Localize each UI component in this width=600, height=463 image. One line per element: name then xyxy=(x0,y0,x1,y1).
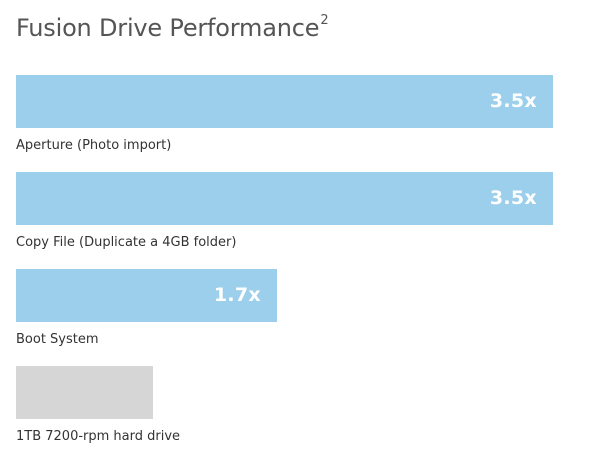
bar-category-label: 1TB 7200-rpm hard drive xyxy=(16,429,181,444)
chart-title-text: Fusion Drive Performance xyxy=(16,14,320,42)
bar-4 xyxy=(16,366,153,419)
chart-title: Fusion Drive Performance2 xyxy=(16,13,329,42)
bar-value-label: 3.5x xyxy=(489,90,537,112)
bar-1: 3.5x xyxy=(16,75,553,128)
bar-value-label: 1.7x xyxy=(213,284,261,306)
bar-value-label: 3.5x xyxy=(489,187,537,209)
bar-3: 1.7x xyxy=(16,269,277,322)
footnote-marker: 2 xyxy=(320,13,329,28)
bar-category-label: Copy File (Duplicate a 4GB folder) xyxy=(16,235,237,250)
bar-category-label: Boot System xyxy=(16,332,99,347)
bar-category-label: Aperture (Photo import) xyxy=(16,138,172,153)
bar-2: 3.5x xyxy=(16,172,553,225)
